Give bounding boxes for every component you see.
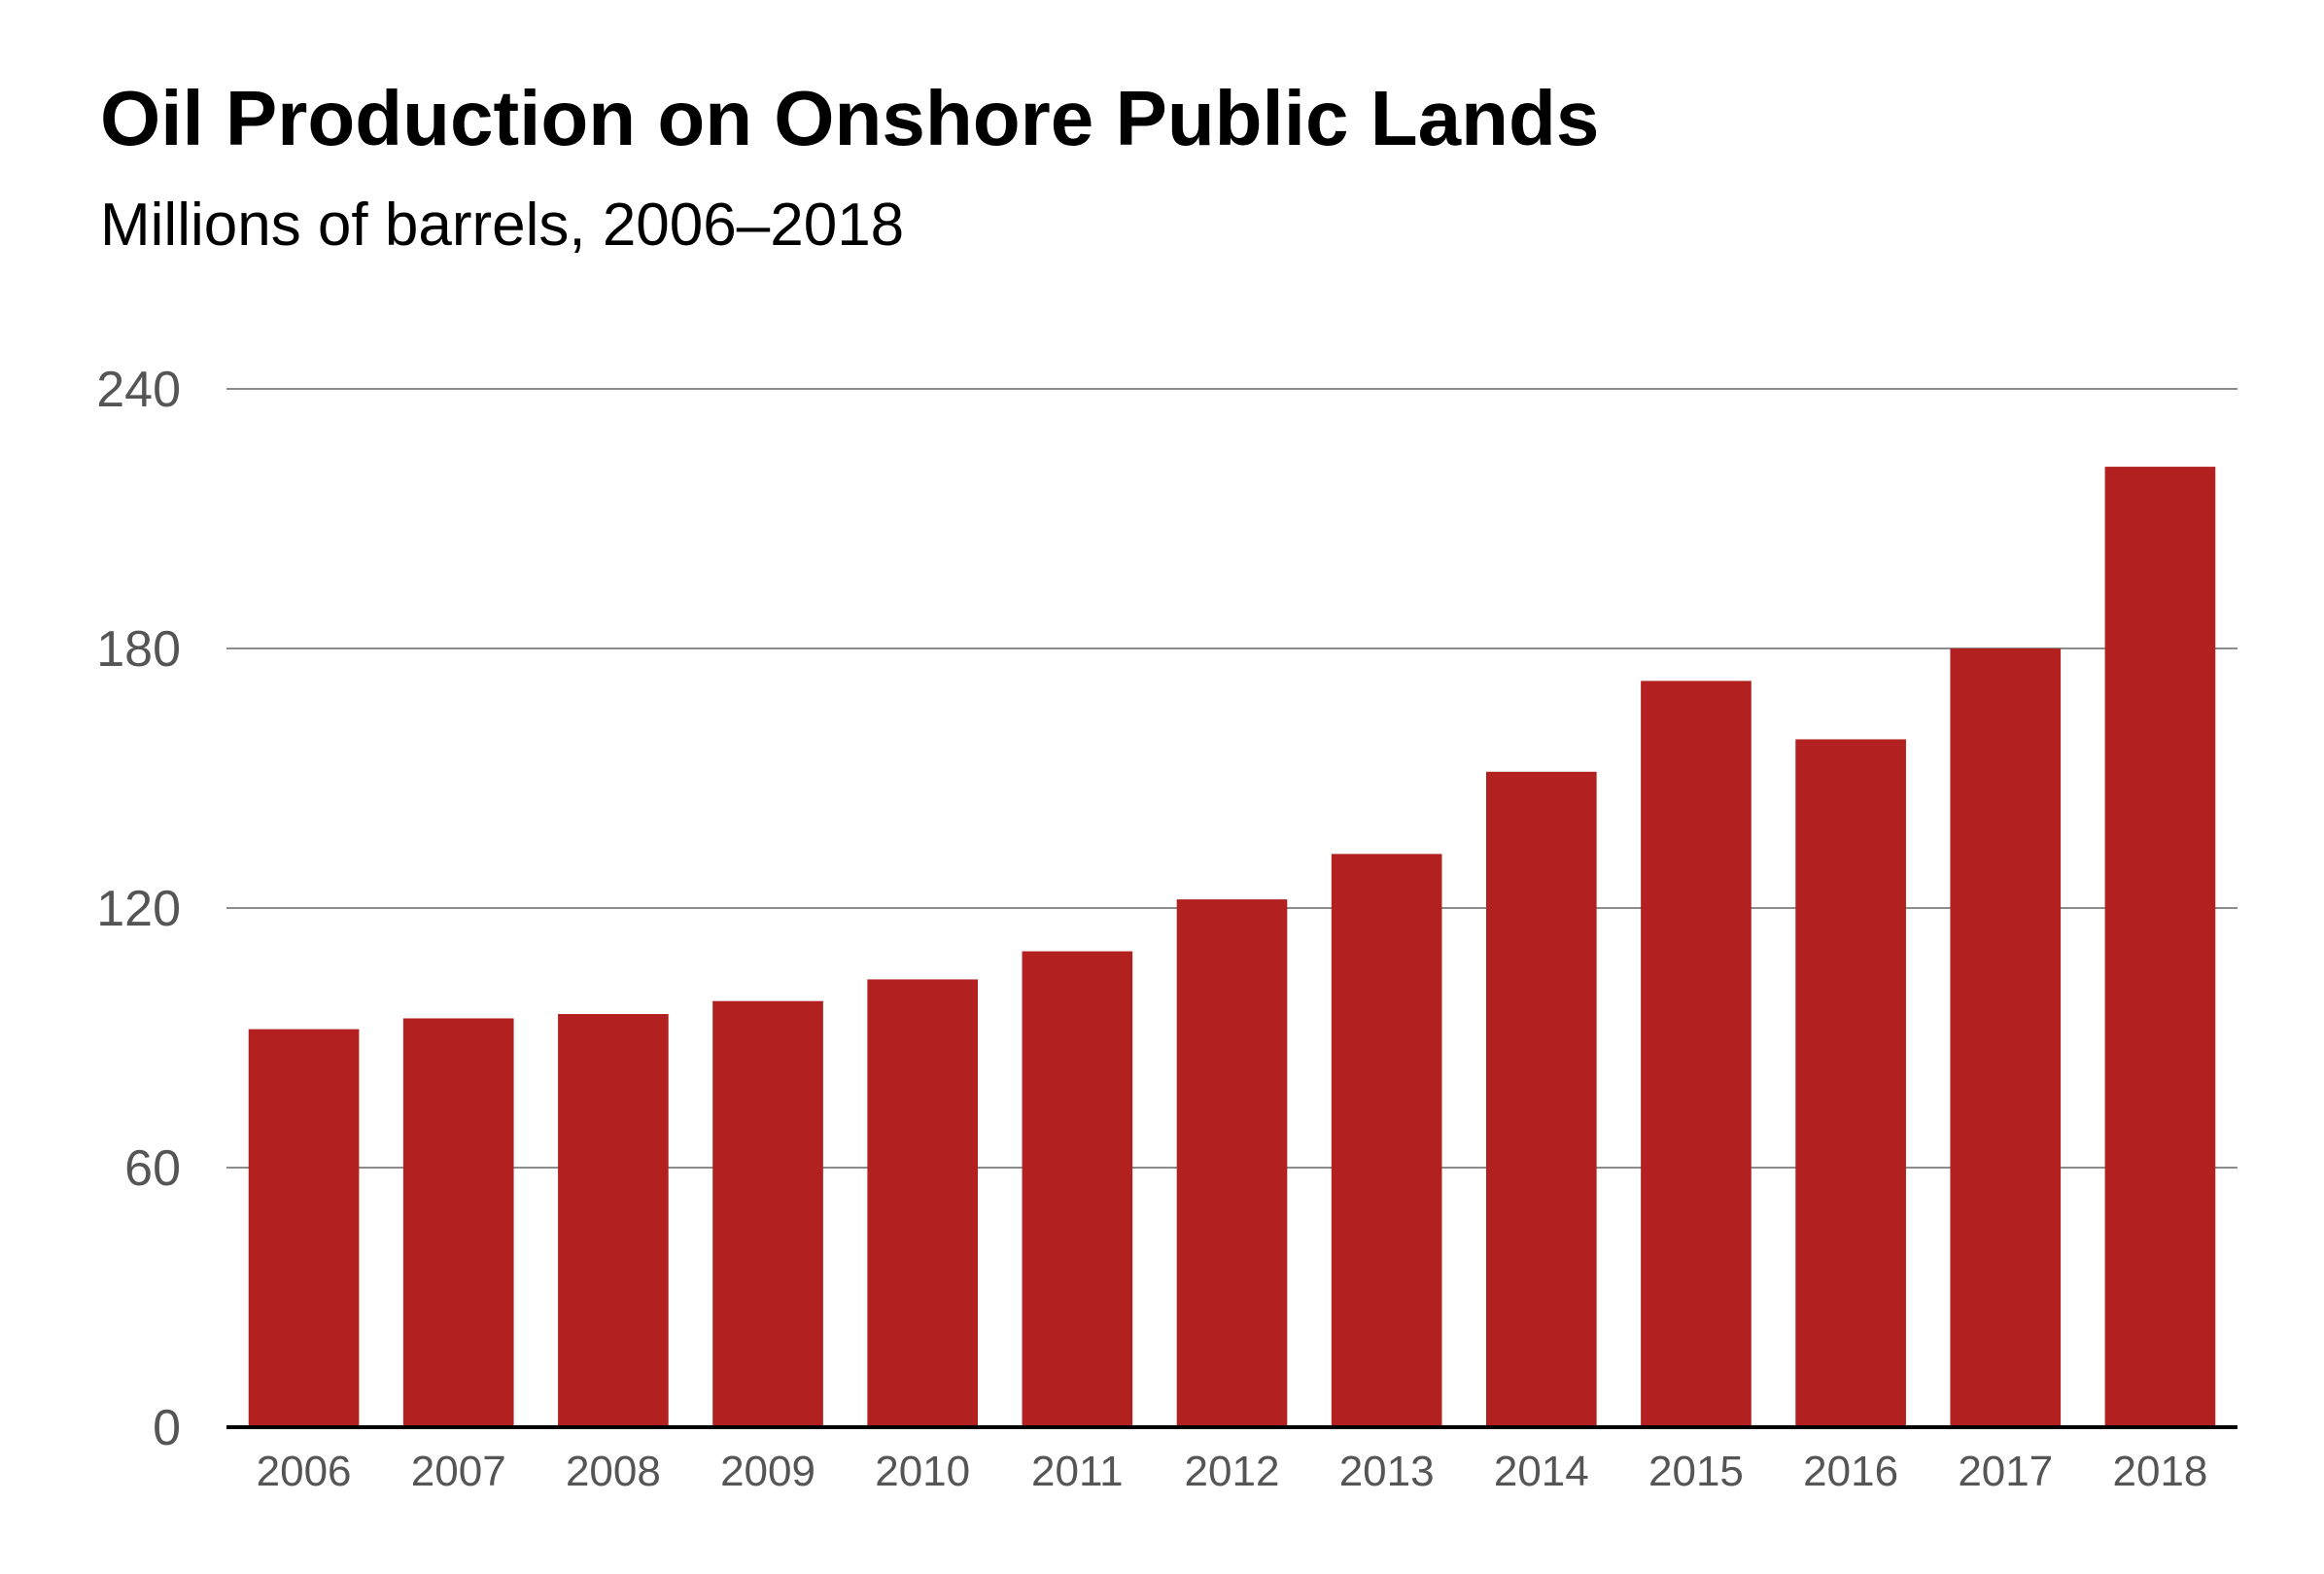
bars [248,467,2216,1428]
x-tick-label: 2010 [875,1448,970,1495]
x-tick-label: 2006 [257,1448,352,1495]
x-tick-label: 2012 [1185,1448,1280,1495]
bar-2017 [1950,648,2062,1427]
bar-2008 [558,1014,669,1427]
bar-2016 [1795,739,1906,1427]
y-tick-label: 60 [124,1140,181,1197]
chart-subtitle: Millions of barrels, 2006–2018 [100,192,905,259]
x-axis-ticks: 2006 2007 2008 2009 2010 2011 2012 2013 2014 2015… [257,1448,2208,1495]
x-tick-label: 2013 [1339,1448,1435,1495]
bar-2012 [1176,899,1288,1427]
bar-2018 [2104,467,2216,1428]
bar-2006 [248,1029,360,1427]
x-tick-label: 2015 [1648,1448,1744,1495]
y-tick-label: 120 [96,881,181,937]
y-tick-label: 240 [96,362,181,418]
x-tick-label: 2017 [1958,1448,2053,1495]
x-tick-label: 2014 [1494,1448,1589,1495]
chart-title: Oil Production on Onshore Public Lands [100,75,1600,161]
bar-2007 [402,1018,514,1427]
x-tick-label: 2007 [411,1448,506,1495]
bar-2015 [1641,681,1752,1427]
bar-2010 [867,979,979,1427]
bar-2013 [1331,854,1442,1427]
x-tick-label: 2018 [2112,1448,2207,1495]
x-tick-label: 2009 [720,1448,815,1495]
x-tick-label: 2011 [1031,1448,1124,1495]
bar-2009 [712,1000,823,1427]
bar-2011 [1022,951,1133,1427]
y-tick-label: 0 [153,1400,181,1456]
y-axis-ticks: 0 60 120 180 240 [96,362,181,1456]
x-tick-label: 2016 [1803,1448,1898,1495]
x-tick-label: 2008 [566,1448,661,1495]
y-tick-label: 180 [96,621,181,678]
bar-2014 [1485,771,1597,1427]
